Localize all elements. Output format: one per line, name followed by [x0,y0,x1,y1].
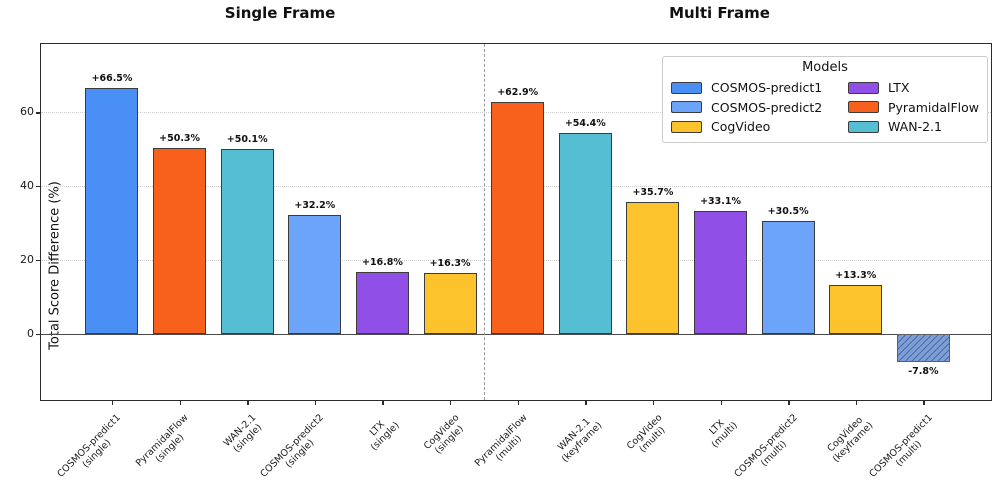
bar-cogvideo-keyframe [829,284,883,334]
y-tick-label-0: 0 [27,326,34,340]
bar-value-label: +30.5% [767,206,809,218]
x-tick-label-cogvideo-single: CogVideo (single) [421,412,467,457]
bar-value-label: +16.8% [361,256,403,268]
bar-ltx-single [355,271,409,334]
legend-label: COSMOS-predict1 [711,80,823,96]
y-tick-mark [36,333,41,335]
x-tick-label-ltx-single: LTX (single) [367,419,402,454]
legend-columns: COSMOS-predict1 COSMOS-predict2 CogVideo L… [663,78,987,137]
legend-label: LTX [888,80,910,96]
y-axis-label: Total Score Difference (%) [47,181,63,350]
x-tick-label-wan-2-1-keyframe: WAN-2.1 (keyframe) [555,416,605,465]
legend-swatch-wan-2-1 [848,120,879,133]
x-tick-label-pyramidalflow-single: PyramidalFlow (single) [134,412,191,469]
x-tick-mark [923,400,925,405]
bar-wan-2-1-single [220,148,274,334]
legend-title: Models [802,60,848,75]
x-tick-label-wan-2-1-single: WAN-2.1 (single) [221,412,265,456]
x-tick-label-cogvideo-keyframe: CogVideo (keyframe) [824,414,876,465]
x-tick-mark [111,400,114,405]
legend-label: COSMOS-predict2 [711,99,823,115]
bar-wan-2-1-keyframe [558,132,612,334]
legend-entry-pyramidalflow: PyramidalFlow [848,98,979,118]
bar-value-label: +50.3% [159,133,201,145]
legend-label: PyramidalFlow [888,99,979,115]
bar-value-label: -7.8% [908,366,939,378]
bar-ltx-multi [694,211,748,334]
x-tick-label-pyramidalflow-multi: PyramidalFlow (multi) [472,412,530,469]
bar-value-label: +66.5% [91,73,133,85]
legend-swatch-ltx [848,81,879,94]
legend-swatch-pyramidalflow [848,101,879,114]
y-tick-label-40: 40 [20,179,34,193]
legend-entry-cogvideo: CogVideo [671,117,848,137]
x-tick-mark [585,400,587,405]
bar-cogvideo-single [423,273,477,334]
x-tick-mark [788,400,790,405]
chart-title-multi-frame: Multi Frame [669,4,770,22]
x-tick-mark [517,400,520,405]
bar-cosmos-predict1-multi [896,333,950,363]
y-tick-mark [36,112,41,114]
x-tick-mark [179,400,181,405]
x-tick-mark [247,400,249,405]
legend-label: WAN-2.1 [888,119,942,135]
bar-value-label: +54.4% [564,117,606,129]
legend-label: CogVideo [711,119,771,135]
x-tick-mark [720,400,722,405]
x-tick-label-cosmos-predict1-single: COSMOS-predict1 (single) [55,412,124,480]
legend-swatch-cosmos-predict1 [671,81,702,94]
bar-value-label: +13.3% [835,269,877,281]
x-tick-mark [314,400,317,405]
x-tick-label-ltx-multi: LTX (multi) [707,417,740,451]
bar-value-label: +50.1% [226,133,268,145]
bar-cosmos-predict2-single [288,214,342,334]
legend-entry-wan-2-1: WAN-2.1 [848,117,979,137]
bar-value-label: +33.1% [700,196,741,208]
y-tick-mark [36,186,41,188]
x-tick-label-cosmos-predict2-multi: COSMOS-predict2 (multi) [731,412,800,480]
bar-cogvideo-multi [626,201,680,334]
bar-cosmos-predict1-single [85,88,139,334]
x-tick-mark [652,400,655,405]
bar-value-label: +16.3% [429,258,471,270]
legend-entry-cosmos-predict1: COSMOS-predict1 [671,78,848,98]
group-separator-line [483,44,485,400]
legend-entry-cosmos-predict2: COSMOS-predict2 [671,98,848,118]
x-tick-label-cosmos-predict1-multi: COSMOS-predict1 (multi) [867,412,935,480]
legend-entry-ltx: LTX [848,78,979,98]
x-tick-mark [855,400,858,405]
bar-cosmos-predict2-multi [761,221,815,334]
legend-swatch-cosmos-predict2 [671,101,702,114]
legend-column-2: LTX PyramidalFlow WAN-2.1 [848,78,979,137]
bar-value-label: +32.2% [294,199,336,211]
legend-column-1: COSMOS-predict1 COSMOS-predict2 CogVideo [671,78,848,137]
x-tick-label-cogvideo-multi: CogVideo (multi) [624,412,668,456]
chart-title-single-frame: Single Frame [224,4,336,22]
y-tick-label-60: 60 [20,105,34,119]
y-tick-label-20: 20 [20,252,34,266]
legend: Models COSMOS-predict1 COSMOS-predict2 Cog… [662,56,988,143]
x-tick-label-cosmos-predict2-single: COSMOS-predict2 (single) [258,412,327,480]
bar-pyramidalflow-single [153,148,207,334]
zero-baseline [41,333,991,335]
y-tick-mark [36,259,41,262]
bar-pyramidalflow-multi [491,101,545,334]
bar-value-label: +62.9% [497,86,539,98]
x-tick-mark [450,400,452,405]
legend-swatch-cogvideo [671,120,702,133]
x-tick-mark [382,400,384,405]
bar-value-label: +35.7% [632,186,674,198]
